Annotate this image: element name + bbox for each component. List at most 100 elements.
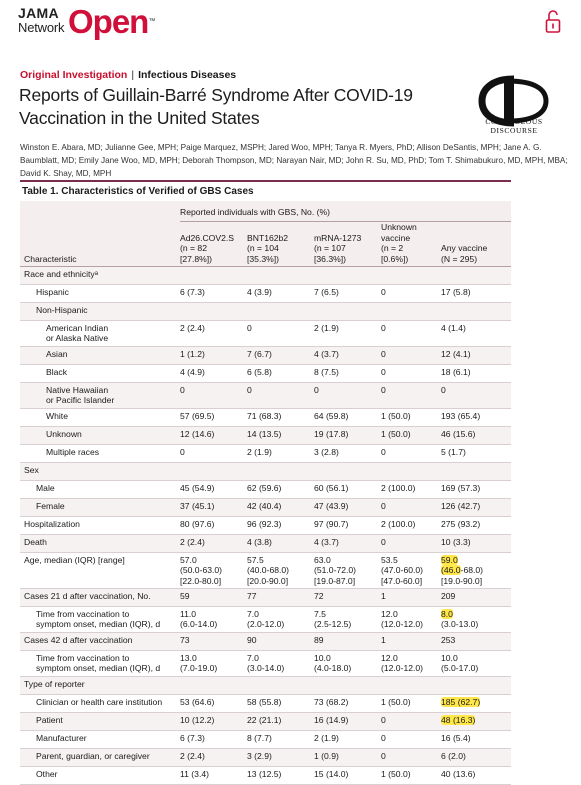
table-cell: 2 (1.9) bbox=[247, 444, 314, 463]
table-top-rule bbox=[20, 180, 511, 182]
article-type-link[interactable]: Original Investigation bbox=[20, 69, 128, 81]
table-cell: 4 (1.4) bbox=[441, 320, 512, 347]
table-cell: 48 (16.3) bbox=[441, 712, 512, 731]
row-label: American Indian or Alaska Native bbox=[20, 320, 180, 347]
table-cell: 46 (15.6) bbox=[441, 426, 512, 445]
column-header: BNT162b2 (n = 104 [35.3%]) bbox=[247, 221, 314, 267]
table-cell: 169 (57.3) bbox=[441, 480, 512, 499]
table-row: Clinician or health care institution 53 (… bbox=[20, 694, 512, 713]
table-cell: 2 (1.9) bbox=[314, 320, 381, 347]
table-row: Parent, guardian, or caregiver 2 (2.4) 3 (… bbox=[20, 748, 512, 767]
table-cell: 0 bbox=[314, 382, 381, 409]
table-cell: 1 (50.0) bbox=[381, 408, 441, 427]
table-cell: 40 (13.6) bbox=[441, 766, 512, 785]
table-cell: 10 (3.3) bbox=[441, 534, 512, 553]
table-cell bbox=[441, 302, 512, 321]
jama-network-open-logo[interactable]: JAMA Network Open™ bbox=[18, 4, 168, 44]
table-cell: 7.0 (2.0-12.0) bbox=[247, 606, 314, 633]
column-header: mRNA-1273 (n = 107 [36.3%]) bbox=[314, 221, 381, 267]
table-body: Reported individuals with GBS, No. (%) C… bbox=[20, 201, 512, 785]
logo-network-text: Network bbox=[18, 20, 65, 35]
table-cell: 6 (7.3) bbox=[180, 730, 247, 749]
table-row: Cases 42 d after vaccination 73 90 89 1 253 bbox=[20, 632, 512, 651]
table-cell: 89 bbox=[314, 632, 381, 651]
row-label: Cases 21 d after vaccination, No. bbox=[20, 588, 180, 607]
table-cell: 0 bbox=[381, 748, 441, 767]
table-row: Multiple races 0 2 (1.9) 3 (2.8) 0 5 (1.7) bbox=[20, 444, 512, 463]
row-label: Hispanic bbox=[20, 284, 180, 303]
table-cell: 10 (12.2) bbox=[180, 712, 247, 731]
table-row: Sex bbox=[20, 462, 512, 481]
table-row: Female 37 (45.1) 42 (40.4) 47 (43.9) 0 126 (4… bbox=[20, 498, 512, 517]
table-cell: 1 (1.2) bbox=[180, 346, 247, 365]
table-cell: 13 (12.5) bbox=[247, 766, 314, 785]
table-cell: 58 (55.8) bbox=[247, 694, 314, 713]
table-cell bbox=[180, 302, 247, 321]
table-row: Other 11 (3.4) 13 (12.5) 15 (14.0) 1 (50.0) 4… bbox=[20, 766, 512, 785]
table-cell bbox=[381, 676, 441, 695]
table-row: Unknown 12 (14.6) 14 (13.5) 19 (17.8) 1 (50.… bbox=[20, 426, 512, 445]
table-cell: 185 (62.7) bbox=[441, 694, 512, 713]
logo-trademark: ™ bbox=[148, 18, 155, 25]
row-label: Female bbox=[20, 498, 180, 517]
table-row: Race and ethnicityᵃ bbox=[20, 266, 512, 285]
row-label: Native Hawaiian or Pacific Islander bbox=[20, 382, 180, 409]
table-cell: 0 bbox=[381, 534, 441, 553]
table-row: Hospitalization 80 (97.6) 96 (92.3) 97 (90.… bbox=[20, 516, 512, 535]
table-row: Patient 10 (12.2) 22 (21.1) 16 (14.9) 0 48 (1… bbox=[20, 712, 512, 731]
table-cell: 2 (100.0) bbox=[381, 516, 441, 535]
table-cell bbox=[314, 266, 381, 285]
table-cell: 209 bbox=[441, 588, 512, 607]
table-cell: 0 bbox=[381, 364, 441, 383]
watermark-discourse-text: DISCOURSE bbox=[490, 126, 538, 135]
table-cell: 7 (6.7) bbox=[247, 346, 314, 365]
table-cell: 4 (3.7) bbox=[314, 346, 381, 365]
table-cell: 59.0 (46.0-68.0) [19.0-90.0] bbox=[441, 552, 512, 589]
table-cell: 72 bbox=[314, 588, 381, 607]
table-row: Male 45 (54.9) 62 (59.6) 60 (56.1) 2 (100.0)… bbox=[20, 480, 512, 499]
row-label: Black bbox=[20, 364, 180, 383]
row-label: Unknown bbox=[20, 426, 180, 445]
table-cell: 16 (5.4) bbox=[441, 730, 512, 749]
table-cell: 2 (2.4) bbox=[180, 748, 247, 767]
table-cell: 275 (93.2) bbox=[441, 516, 512, 535]
table-cell: 77 bbox=[247, 588, 314, 607]
table-cell: 15 (14.0) bbox=[314, 766, 381, 785]
table-cell bbox=[381, 266, 441, 285]
section-separator: | bbox=[131, 69, 135, 81]
table-cell: 0 bbox=[247, 320, 314, 347]
table-cell: 47 (43.9) bbox=[314, 498, 381, 517]
table-cell: 4 (4.9) bbox=[180, 364, 247, 383]
table-cell: 8 (7.7) bbox=[247, 730, 314, 749]
table-cell: 45 (54.9) bbox=[180, 480, 247, 499]
cell-line: 8.0 bbox=[441, 609, 453, 619]
table-group-header-row: Reported individuals with GBS, No. (%) bbox=[20, 201, 512, 222]
table-cell: 73 (68.2) bbox=[314, 694, 381, 713]
table-cell: 10.0 (5.0-17.0) bbox=[441, 650, 512, 677]
table-cell bbox=[441, 266, 512, 285]
table-cell: 6 (2.0) bbox=[441, 748, 512, 767]
table-cell: 53 (64.6) bbox=[180, 694, 247, 713]
row-label: Time from vaccination to symptom onset, … bbox=[20, 606, 180, 633]
table-cell: 1 (50.0) bbox=[381, 426, 441, 445]
table-cell: 57 (69.5) bbox=[180, 408, 247, 427]
table-cell bbox=[314, 302, 381, 321]
table-cell: 4 (3.7) bbox=[314, 534, 381, 553]
table-cell: 12.0 (12.0-12.0) bbox=[381, 650, 441, 677]
table-cell: 4 (3.8) bbox=[247, 534, 314, 553]
table-row: Time from vaccination to symptom onset, … bbox=[20, 606, 512, 633]
table-cell: 62 (59.6) bbox=[247, 480, 314, 499]
table-cell: 64 (59.8) bbox=[314, 408, 381, 427]
row-label: Sex bbox=[20, 462, 180, 481]
table-row: Time from vaccination to symptom onset, … bbox=[20, 650, 512, 677]
row-label: Time from vaccination to symptom onset, … bbox=[20, 650, 180, 677]
row-label: Age, median (IQR) [range] bbox=[20, 552, 180, 589]
cell-line: 48 (16.3) bbox=[441, 715, 476, 725]
table-cell: 96 (92.3) bbox=[247, 516, 314, 535]
table-cell: 17 (5.8) bbox=[441, 284, 512, 303]
row-label: Clinician or health care institution bbox=[20, 694, 180, 713]
table-cell: 5 (1.7) bbox=[441, 444, 512, 463]
table-row: Manufacturer 6 (7.3) 8 (7.7) 2 (1.9) 0 16 (5.… bbox=[20, 730, 512, 749]
table-cell: 1 (50.0) bbox=[381, 766, 441, 785]
row-label: Patient bbox=[20, 712, 180, 731]
